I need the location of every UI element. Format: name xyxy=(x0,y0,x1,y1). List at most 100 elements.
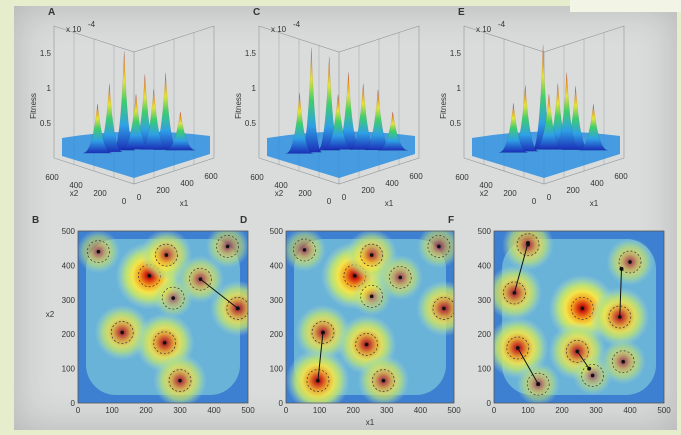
y-tick-label: 300 xyxy=(478,296,492,305)
z-scale-label: x 10 xyxy=(66,25,82,34)
y-tick-label: 0 xyxy=(487,399,492,408)
z-scale-exponent: -4 xyxy=(498,20,506,29)
z-tick-label: 0.5 xyxy=(245,119,257,128)
z-scale-exponent: -4 xyxy=(293,20,301,29)
z-tick-label: 1.5 xyxy=(245,49,257,58)
heatmap-peak xyxy=(286,231,327,272)
panel-a: Ax 10 -4 0.5 1 1.5 Fitness 0 200 400 600 0 200 400 60… xyxy=(29,7,218,208)
search-path xyxy=(576,351,590,369)
y-tick-label: 0 xyxy=(279,399,284,408)
peak-ring xyxy=(216,235,239,258)
search-path xyxy=(317,332,324,381)
peak-marker xyxy=(621,359,625,364)
path-end-marker xyxy=(536,382,541,387)
x1-tick-label: 400 xyxy=(590,179,604,188)
axes-frame xyxy=(285,230,455,404)
peak-ring xyxy=(226,297,248,320)
x-tick-label: 500 xyxy=(241,406,255,415)
peak-ring xyxy=(503,281,526,305)
x2-tick-label: 400 xyxy=(274,181,288,190)
surface-peak xyxy=(554,72,580,150)
y-tick-label: 300 xyxy=(62,296,76,305)
peak-marker xyxy=(120,330,124,335)
surface-peak xyxy=(285,92,314,154)
peak-ring xyxy=(360,285,384,308)
surface-peak xyxy=(377,111,409,151)
peak-ring xyxy=(388,266,412,289)
panel-c: Cx 10 -4 0.5 1 1.5 Fitness 0 200 400 600 0 200 400 60… xyxy=(234,7,423,208)
x2-axis-label: x2 xyxy=(275,189,284,198)
x1-tick-label: 400 xyxy=(180,179,194,188)
peak-ring xyxy=(506,336,530,360)
x1-tick-label: 400 xyxy=(385,179,399,188)
peak-marker xyxy=(628,260,632,264)
peak-ring xyxy=(608,305,632,329)
peak-marker xyxy=(162,341,167,345)
x-tick-label: 400 xyxy=(207,406,221,415)
x1-tick-label: 600 xyxy=(614,172,628,181)
x1-tick-label: 200 xyxy=(566,186,580,195)
path-end-marker xyxy=(320,330,325,335)
peak-marker xyxy=(364,342,369,347)
peak-marker xyxy=(398,275,403,280)
panel-letter: A xyxy=(48,7,55,18)
peak-ring xyxy=(168,369,192,392)
x-tick-label: 500 xyxy=(447,406,461,415)
surface-peak xyxy=(578,104,609,151)
x1-tick-label: 200 xyxy=(361,186,375,195)
y-tick-label: 300 xyxy=(270,296,284,305)
axes-frame xyxy=(77,230,249,404)
y-tick-label: 200 xyxy=(478,330,492,339)
panel-letter: F xyxy=(448,215,454,226)
z-tick-label: 0.5 xyxy=(450,119,462,128)
x-tick-label: 0 xyxy=(76,406,81,415)
x1-tick-label: 200 xyxy=(156,186,170,195)
z-tick-label: 1 xyxy=(457,84,462,93)
x2-tick-label: 600 xyxy=(45,173,59,182)
surface-peak xyxy=(165,111,196,151)
x-tick-label: 400 xyxy=(414,406,428,415)
z-axis-label: Fitness xyxy=(439,93,448,119)
x-tick-label: 100 xyxy=(105,406,119,415)
panel-letter: D xyxy=(240,215,247,226)
heatmap-peak xyxy=(415,280,454,337)
y-axis-label: x2 xyxy=(46,310,55,319)
y-tick-label: 500 xyxy=(478,227,492,236)
y-tick-label: 0 xyxy=(71,399,76,408)
x-tick-label: 200 xyxy=(347,406,361,415)
peak-marker xyxy=(381,378,386,383)
y-tick-label: 500 xyxy=(62,227,76,236)
peak-marker xyxy=(512,291,517,295)
z-tick-label: 1.5 xyxy=(450,49,462,58)
peak-marker xyxy=(178,378,182,383)
x-tick-label: 200 xyxy=(555,406,569,415)
panel-letter: E xyxy=(458,7,465,18)
peak-ring xyxy=(618,250,642,274)
peak-marker xyxy=(96,249,101,254)
peak-marker xyxy=(369,294,374,299)
x2-axis-label: x2 xyxy=(480,189,489,198)
x-axis-label: x1 xyxy=(366,418,375,427)
peak-ring xyxy=(155,243,178,267)
y-tick-label: 400 xyxy=(270,261,284,270)
z-scale-label: x 10 xyxy=(476,25,492,34)
peak-ring xyxy=(355,333,378,356)
heatmap-peak xyxy=(416,231,454,269)
x2-tick-label: 0 xyxy=(532,197,537,206)
peak-marker xyxy=(225,244,230,249)
x2-tick-label: 600 xyxy=(455,173,469,182)
x1-tick-label: 0 xyxy=(137,193,142,202)
z-tick-label: 1.5 xyxy=(40,49,52,58)
x-tick-label: 300 xyxy=(589,406,603,415)
panel-letter: B xyxy=(32,215,39,226)
x1-tick-label: 0 xyxy=(342,193,347,202)
y-tick-label: 500 xyxy=(270,227,284,236)
panel-f: 0 100 200 300 400 500 0 100 200 300 400 500 F xyxy=(448,215,671,415)
heatmap-peak xyxy=(205,231,248,269)
peak-ring xyxy=(516,233,540,257)
x2-tick-label: 600 xyxy=(250,173,264,182)
axes-frame xyxy=(493,230,665,404)
panel-d: 0 100 200 300 400 500 0 100 200 300 400 500 Dx1 xyxy=(240,215,461,427)
x-tick-label: 300 xyxy=(173,406,187,415)
peak-ring xyxy=(161,286,185,310)
